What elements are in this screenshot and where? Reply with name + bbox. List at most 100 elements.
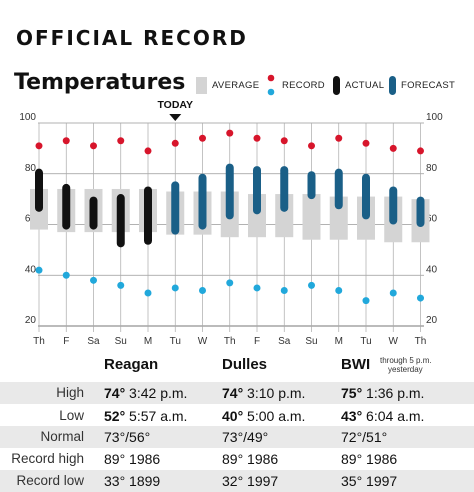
row-label: Record low <box>16 473 84 488</box>
legend-record-label: RECORD <box>282 80 325 91</box>
row-label: Normal <box>40 429 84 444</box>
cell-detail: 3:42 p.m. <box>125 385 188 401</box>
forecast-range-bar <box>362 173 370 220</box>
record-low-point <box>253 284 261 292</box>
x-tick-label: Tu <box>360 336 371 347</box>
forecast-range-bar <box>416 196 425 228</box>
y-tick-label-right: 60 <box>426 214 438 225</box>
record-low-point <box>280 286 288 294</box>
record-high-point <box>117 137 125 145</box>
record-low-point <box>362 297 370 305</box>
record-low-point <box>90 276 97 284</box>
y-tick-label-right: 100 <box>426 112 443 123</box>
table-cell: 35° 1997 <box>341 473 397 489</box>
record-high-point <box>389 144 397 152</box>
forecast-range-bar <box>171 181 180 235</box>
cell-detail: 6:04 a.m. <box>362 408 425 424</box>
legend-forecast-label: FORECAST <box>401 80 456 91</box>
y-tick-label-right: 40 <box>426 264 438 275</box>
forecast-range-bar <box>198 173 207 230</box>
table-cell: 33° 1899 <box>104 473 160 489</box>
table-cell: 89° 1986 <box>222 451 278 467</box>
record-high-point <box>35 142 43 150</box>
table-cell: 89° 1986 <box>341 451 397 467</box>
cell-detail: 35° 1997 <box>341 473 398 489</box>
cell-temp: 52° <box>104 408 126 424</box>
record-high-point <box>417 147 424 155</box>
table-cell: 75° 1:36 p.m. <box>341 385 424 401</box>
forecast-range-bar <box>307 171 316 200</box>
actual-range-bar <box>62 183 71 230</box>
record-low-point <box>308 281 315 289</box>
x-tick-label: Th <box>224 336 236 347</box>
record-high-point <box>335 134 343 142</box>
bwi-note: through 5 p.m. yesterday <box>380 356 432 374</box>
cell-detail: 89° 1986 <box>104 451 161 467</box>
cell-temp: 74° <box>222 385 244 401</box>
table-row: Record high 89° 1986 89° 1986 89° 1986 <box>0 448 474 470</box>
row-label: Low <box>59 408 84 423</box>
record-low-point <box>199 286 206 294</box>
cell-detail: 1:36 p.m. <box>362 385 425 401</box>
record-high-point <box>90 142 97 150</box>
record-high-point <box>226 129 234 137</box>
x-tick-label: F <box>254 336 260 347</box>
legend-swatches <box>196 74 396 96</box>
table-cell: 43° 6:04 a.m. <box>341 408 424 424</box>
actual-range-bar <box>89 196 98 230</box>
bwi-note-line: yesterday <box>388 365 423 374</box>
header-dulles: Dulles <box>222 356 268 373</box>
cell-detail: 73°/56° <box>104 429 151 445</box>
y-tick-label-right: 80 <box>426 163 438 174</box>
average-range-bar <box>275 194 294 238</box>
header-bwi: BWI <box>341 356 371 373</box>
table-cell: 72°/51° <box>341 429 387 445</box>
record-low-point <box>226 279 234 287</box>
cell-detail: 89° 1986 <box>341 451 398 467</box>
record-low-point <box>335 286 343 294</box>
page-title: OFFICIAL RECORD <box>16 26 248 50</box>
forecast-range-bar <box>389 186 398 225</box>
x-tick-label: Tu <box>170 336 181 347</box>
record-low-point <box>389 289 397 297</box>
table-cell: 74° 3:10 p.m. <box>222 385 305 401</box>
cell-temp: 75° <box>341 385 363 401</box>
record-high-point <box>62 137 70 145</box>
table-cell: 74° 3:42 p.m. <box>104 385 187 401</box>
x-tick-label: F <box>63 336 69 347</box>
average-range-bar <box>248 194 266 238</box>
legend-forecast-swatch <box>389 76 396 95</box>
table-cell: 52° 5:57 a.m. <box>104 408 187 424</box>
cell-temp: 40° <box>222 408 244 424</box>
table-cell: 73°/56° <box>104 429 150 445</box>
cell-temp: 74° <box>104 385 126 401</box>
actual-range-bar <box>116 194 125 248</box>
y-tick-label-left: 40 <box>25 264 37 275</box>
forecast-range-bar <box>253 166 261 215</box>
chart-subtitle: Temperatures <box>14 70 186 95</box>
table-row: Normal 73°/56° 73°/49° 72°/51° <box>0 426 474 448</box>
x-tick-label: Su <box>305 336 317 347</box>
table-row: Low 52° 5:57 a.m. 40° 5:00 a.m. 43° 6:04 a.… <box>0 405 474 427</box>
forecast-range-bar <box>225 163 234 220</box>
table-cell: 73°/49° <box>222 429 268 445</box>
forecast-range-bar <box>334 168 343 210</box>
cell-detail: 89° 1986 <box>222 451 279 467</box>
record-low-point <box>35 266 43 274</box>
legend-average-label: AVERAGE <box>212 80 260 91</box>
legend-average-swatch <box>196 77 207 94</box>
record-low-point <box>144 289 152 297</box>
table-cell: 89° 1986 <box>104 451 160 467</box>
record-high-point <box>144 147 152 155</box>
row-label: High <box>56 385 84 400</box>
actual-range-bar <box>144 186 152 245</box>
record-high-point <box>253 134 261 142</box>
record-low-point <box>117 281 125 289</box>
average-range-bar <box>302 194 321 240</box>
y-tick-label-left: 20 <box>25 315 37 326</box>
record-low-point <box>417 294 424 302</box>
x-tick-label: W <box>198 336 208 347</box>
x-tick-label: M <box>335 336 343 347</box>
cell-detail: 33° 1899 <box>104 473 161 489</box>
x-tick-label: W <box>389 336 399 347</box>
